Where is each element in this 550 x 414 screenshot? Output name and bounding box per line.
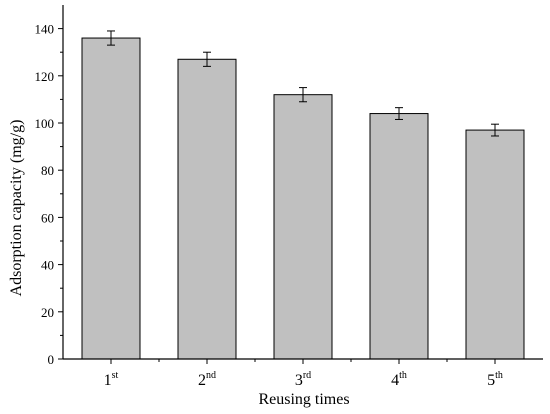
x-ticks-group: 1st 2nd 3rd 4th 5th [104,359,503,389]
error-bars-group [107,30,499,137]
bar [81,37,141,360]
y-axis-label: Adsorption capacity (mg/g) [8,120,25,297]
bar [273,94,333,360]
x-tick-label: 1st [104,370,119,389]
bar [177,58,237,360]
y-tick-label: 40 [41,258,54,273]
y-tick-label: 120 [35,69,55,84]
y-tick-label: 140 [35,22,55,37]
y-tick-label: 60 [41,210,54,225]
bar [465,129,525,360]
bar [369,113,429,360]
x-tick-label: 3rd [295,370,311,389]
x-tick-label: 2nd [198,370,216,389]
y-tick-label: 100 [35,116,55,131]
x-axis-label: Reusing times [258,391,349,408]
y-tick-label: 20 [41,305,54,320]
x-tick-label: 5th [487,370,503,389]
y-ticks-group: 0 20 40 60 80 100 120 140 [35,22,63,367]
y-tick-label: 80 [41,163,54,178]
bars-group [81,37,525,360]
x-tick-label: 4th [391,370,407,389]
y-tick-label: 0 [48,352,55,367]
